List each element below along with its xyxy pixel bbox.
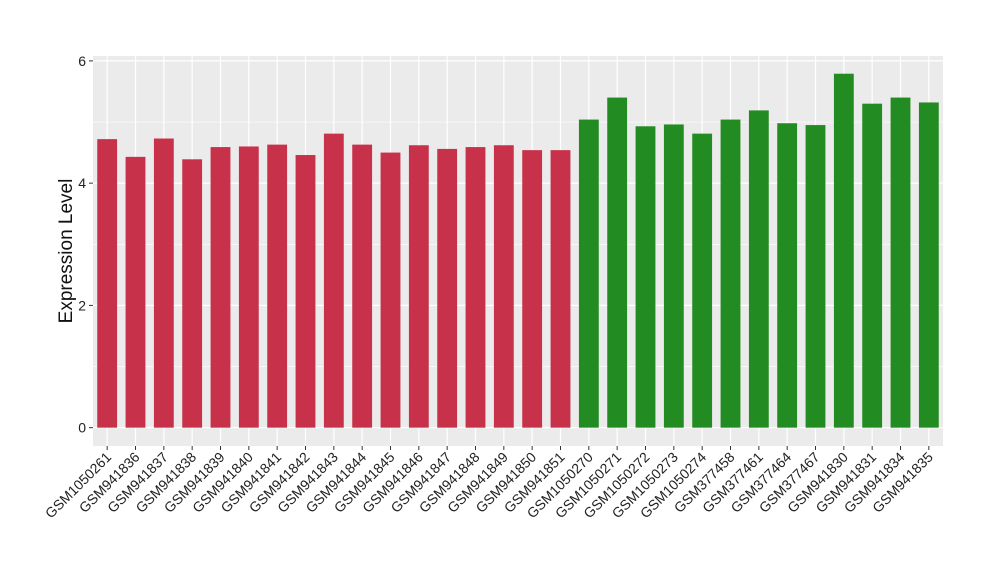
- y-tick-label: 0: [78, 420, 86, 436]
- y-axis-title: Expression Level: [56, 179, 77, 324]
- bars: [97, 73, 939, 428]
- bar-GSM377467: [805, 125, 826, 428]
- bar-GSM1050271: [607, 97, 628, 428]
- bar-GSM1050272: [635, 126, 656, 428]
- bar-GSM941843: [323, 133, 344, 428]
- bar-GSM941848: [465, 147, 486, 428]
- bar-GSM941837: [153, 138, 174, 428]
- bar-GSM941830: [833, 73, 854, 428]
- bar-GSM377458: [720, 119, 741, 428]
- y-tick-label: 4: [78, 175, 86, 191]
- y-axis: 0 2 4 6: [78, 53, 93, 436]
- y-tick-label: 2: [78, 297, 86, 313]
- bar-GSM941835: [918, 102, 939, 428]
- bar-GSM941839: [210, 147, 231, 428]
- bar-GSM1050274: [692, 133, 713, 428]
- bar-GSM941834: [890, 97, 911, 428]
- bar-GSM941844: [352, 144, 373, 428]
- bar-GSM1050261: [97, 139, 118, 428]
- bar-GSM941849: [493, 145, 514, 428]
- bar-GSM377461: [748, 110, 769, 428]
- bar-GSM941842: [295, 155, 316, 428]
- plot-panel: [93, 56, 943, 446]
- bar-GSM941840: [238, 146, 259, 428]
- bar-GSM1050270: [578, 119, 599, 428]
- bar-GSM941845: [380, 152, 401, 428]
- bar-GSM941841: [267, 144, 288, 428]
- y-tick-label: 6: [78, 53, 86, 69]
- bar-GSM941846: [408, 145, 429, 428]
- bar-GSM941838: [182, 159, 203, 428]
- bar-GSM941850: [522, 150, 543, 428]
- x-axis: GSM1050261GSM941836GSM941837GSM941838GSM…: [42, 446, 936, 521]
- bar-GSM1050273: [663, 124, 684, 428]
- bar-GSM377464: [777, 123, 798, 428]
- bar-GSM941847: [437, 148, 458, 428]
- bar-GSM941851: [550, 150, 571, 428]
- bar-GSM941831: [862, 103, 883, 428]
- bar-GSM941836: [125, 156, 146, 428]
